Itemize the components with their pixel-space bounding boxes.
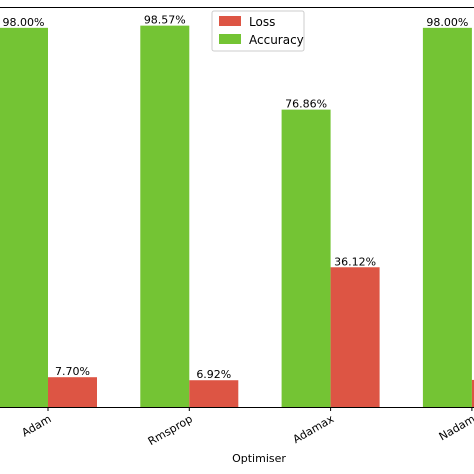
x-ticks-group: Adam Rmsprop Adamax Nadam bbox=[19, 407, 474, 448]
data-label-loss-adam: 7.70% bbox=[55, 365, 90, 378]
x-axis-title: Optimiser bbox=[232, 452, 286, 465]
bar-loss-adam bbox=[48, 377, 97, 407]
data-label-loss-rmsprop: 6.92% bbox=[196, 368, 231, 381]
bar-accuracy-rmsprop bbox=[140, 25, 190, 408]
bar-accuracy-adam bbox=[0, 27, 48, 407]
bar-loss-rmsprop bbox=[189, 380, 239, 407]
data-label-accuracy-adamax: 76.86% bbox=[285, 98, 327, 111]
x-tick-label-adamax: Adamax bbox=[291, 412, 337, 446]
legend-label-loss: Loss bbox=[249, 15, 275, 29]
data-label-accuracy-rmsprop: 98.57% bbox=[144, 14, 186, 27]
legend-swatch-accuracy bbox=[219, 34, 241, 44]
data-label-loss-adamax: 36.12% bbox=[334, 255, 376, 268]
x-tick-label-rmsprop: Rmsprop bbox=[146, 412, 195, 448]
legend-swatch-loss bbox=[219, 16, 241, 26]
legend-label-accuracy: Accuracy bbox=[249, 33, 304, 47]
bar-accuracy-adamax bbox=[281, 109, 331, 407]
bar-accuracy-nadam bbox=[422, 27, 472, 407]
data-labels-group: 98.00% 7.70% 98.57% 6.92% 76.86% 36.12% 98.00% bbox=[3, 14, 469, 382]
x-tick-label-adam: Adam bbox=[19, 412, 53, 439]
data-label-accuracy-nadam: 98.00% bbox=[426, 16, 468, 29]
bar-loss-adamax bbox=[330, 267, 380, 407]
bars-group bbox=[0, 25, 474, 408]
data-label-accuracy-adam: 98.00% bbox=[3, 16, 45, 29]
x-tick-label-nadam: Nadam bbox=[437, 412, 474, 443]
legend: Loss Accuracy bbox=[211, 10, 305, 52]
bar-loss-nadam bbox=[471, 379, 474, 407]
